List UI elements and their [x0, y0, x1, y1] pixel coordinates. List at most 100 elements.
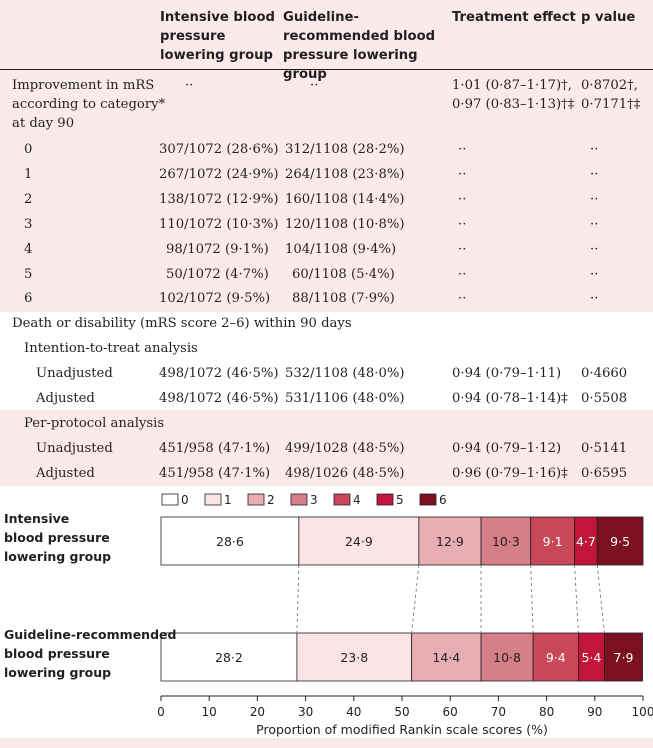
improvement-p-1: 0·8702†,: [581, 78, 638, 93]
mrs-category: 3: [24, 217, 33, 232]
mrs-intensive-value: 267/1072 (24·9%): [159, 167, 279, 182]
mrs-guideline-value: 88/1108 (7·9%): [292, 291, 395, 306]
x-axis-tick-label: 90: [587, 705, 602, 719]
mrs-p: ··: [590, 192, 599, 207]
legend-swatch-3: [290, 493, 308, 506]
effect-value: 0·94 (0·79–1·11): [452, 366, 562, 381]
legend-swatch-6: [419, 493, 437, 506]
mrs-intensive-value: 307/1072 (28·6%): [159, 142, 279, 157]
legend-swatch-0: [161, 493, 179, 506]
legend-label-6: 6: [439, 493, 447, 507]
bar-group-label: blood pressure: [4, 530, 110, 545]
x-axis-title: Proportion of modified Rankin scale scor…: [256, 722, 548, 737]
x-axis-tick-label: 100: [632, 705, 653, 719]
bar-segment-label: 23·8: [340, 650, 368, 665]
mrs-category: 1: [24, 167, 33, 182]
bar-segment-mrs-0: [160, 632, 298, 682]
bar-segment-mrs-3: [480, 632, 534, 682]
bar-segment-mrs-1: [298, 516, 420, 566]
figure-bottom-band: [0, 738, 653, 748]
mrs-guideline-value: 104/1108 (9·4%): [285, 242, 397, 257]
mrs-guideline-value: 312/1108 (28·2%): [285, 142, 405, 157]
header-guideline: Guideline-recommended blood pressure low…: [283, 10, 436, 82]
connector-line: [296, 564, 300, 634]
x-axis-tick-label: 70: [491, 705, 506, 719]
effect-value: 0·94 (0·78–1·14)‡: [452, 391, 568, 406]
improvement-label-1: Improvement in mRS: [12, 78, 155, 93]
mrs-category: 6: [24, 291, 33, 306]
x-axis-tick-label: 50: [394, 705, 409, 719]
x-axis-tick-label: 60: [443, 705, 458, 719]
connector-line: [574, 564, 579, 634]
bar-segment-mrs-2: [418, 516, 482, 566]
bar-segment-label: 14·4: [432, 650, 460, 665]
table-band-header: [0, 0, 653, 69]
connector-line: [596, 564, 605, 634]
bar-group-label: Guideline-recommended: [4, 627, 176, 642]
improvement-col1: ··: [185, 78, 194, 93]
bar-segment-mrs-3: [480, 516, 532, 566]
mrs-intensive-value: 50/1072 (4·7%): [166, 267, 269, 282]
guideline-value: 498/1026 (48·5%): [285, 466, 405, 481]
guideline-value: 532/1108 (48·0%): [285, 366, 405, 381]
mrs-guideline-value: 264/1108 (23·8%): [285, 167, 405, 182]
legend-label-1: 1: [224, 493, 232, 507]
bar-segment-label: 10·3: [492, 534, 520, 549]
mrs-effect: ··: [458, 242, 467, 257]
mrs-distribution-chart: 0 1 2 3 4 5 6 28·6 24·9 12·9 10·3 9·1 4·7 9·5 Intensiv…: [4, 493, 653, 737]
mrs-intensive-value: 102/1072 (9·5%): [159, 291, 271, 306]
header-rule: [0, 69, 653, 70]
row-label: Unadjusted: [36, 441, 113, 456]
bar-segment-label: 28·6: [216, 534, 244, 549]
mrs-p: ··: [590, 242, 599, 257]
improvement-col2: ··: [310, 78, 319, 93]
row-label: Adjusted: [36, 391, 95, 406]
bar-segment-label: 24·9: [345, 534, 373, 549]
x-axis-tick-label: 30: [298, 705, 313, 719]
mrs-guideline-value: 160/1108 (14·4%): [285, 192, 405, 207]
bar-segment-mrs-6: [604, 632, 643, 682]
x-axis-tick-label: 20: [250, 705, 265, 719]
bar-segment-mrs-5: [578, 632, 605, 682]
bar-segment-label: 5·4: [581, 650, 601, 665]
mrs-p: ··: [590, 267, 599, 282]
x-axis-tick-label: 10: [202, 705, 217, 719]
death-section-title: Death or disability (mRS score 2–6) with…: [12, 316, 352, 331]
bar-group-label: lowering group: [4, 549, 111, 564]
mrs-category: 4: [24, 242, 33, 257]
row-label: Unadjusted: [36, 366, 113, 381]
table-band-pp: [0, 410, 653, 486]
mrs-p: ··: [590, 142, 599, 157]
table-band-body: [0, 70, 653, 312]
guideline-value: 499/1028 (48·5%): [285, 441, 405, 456]
legend-swatch-1: [204, 493, 222, 506]
bar-group-label: blood pressure: [4, 646, 110, 661]
improvement-effect-1: 1·01 (0·87–1·17)†,: [452, 78, 572, 93]
intensive-value: 498/1072 (46·5%): [159, 366, 279, 381]
bar-segment-mrs-1: [296, 632, 413, 682]
header-p-value: p value: [581, 10, 636, 25]
p-value: 0·5508: [581, 391, 628, 406]
legend-swatch-5: [376, 493, 394, 506]
p-value: 0·5141: [581, 441, 628, 456]
effect-value: 0·94 (0·79–1·12): [452, 441, 562, 456]
bar-segment-label: 28·2: [215, 650, 243, 665]
row-label: Adjusted: [36, 466, 95, 481]
mrs-effect: ··: [458, 167, 467, 182]
connector-line: [530, 564, 534, 634]
bar-segment-label: 7·9: [614, 650, 634, 665]
x-axis-tick-label: 0: [157, 705, 165, 719]
pp-section-title: Per-protocol analysis: [24, 416, 165, 431]
legend-label-3: 3: [310, 493, 318, 507]
mrs-p: ··: [590, 167, 599, 182]
bar-segment-label: 4·7: [576, 534, 596, 549]
improvement-p-2: 0·7171†‡: [581, 97, 641, 112]
improvement-label-2: according to category*: [12, 97, 166, 112]
bar-group-label: lowering group: [4, 665, 111, 680]
effect-value: 0·96 (0·79–1·16)‡: [452, 466, 568, 481]
mrs-category: 5: [24, 267, 33, 282]
legend-label-2: 2: [267, 493, 275, 507]
connector-line: [411, 564, 420, 634]
mrs-effect: ··: [458, 267, 467, 282]
improvement-effect-2: 0·97 (0·83–1·13)†‡: [452, 97, 575, 112]
